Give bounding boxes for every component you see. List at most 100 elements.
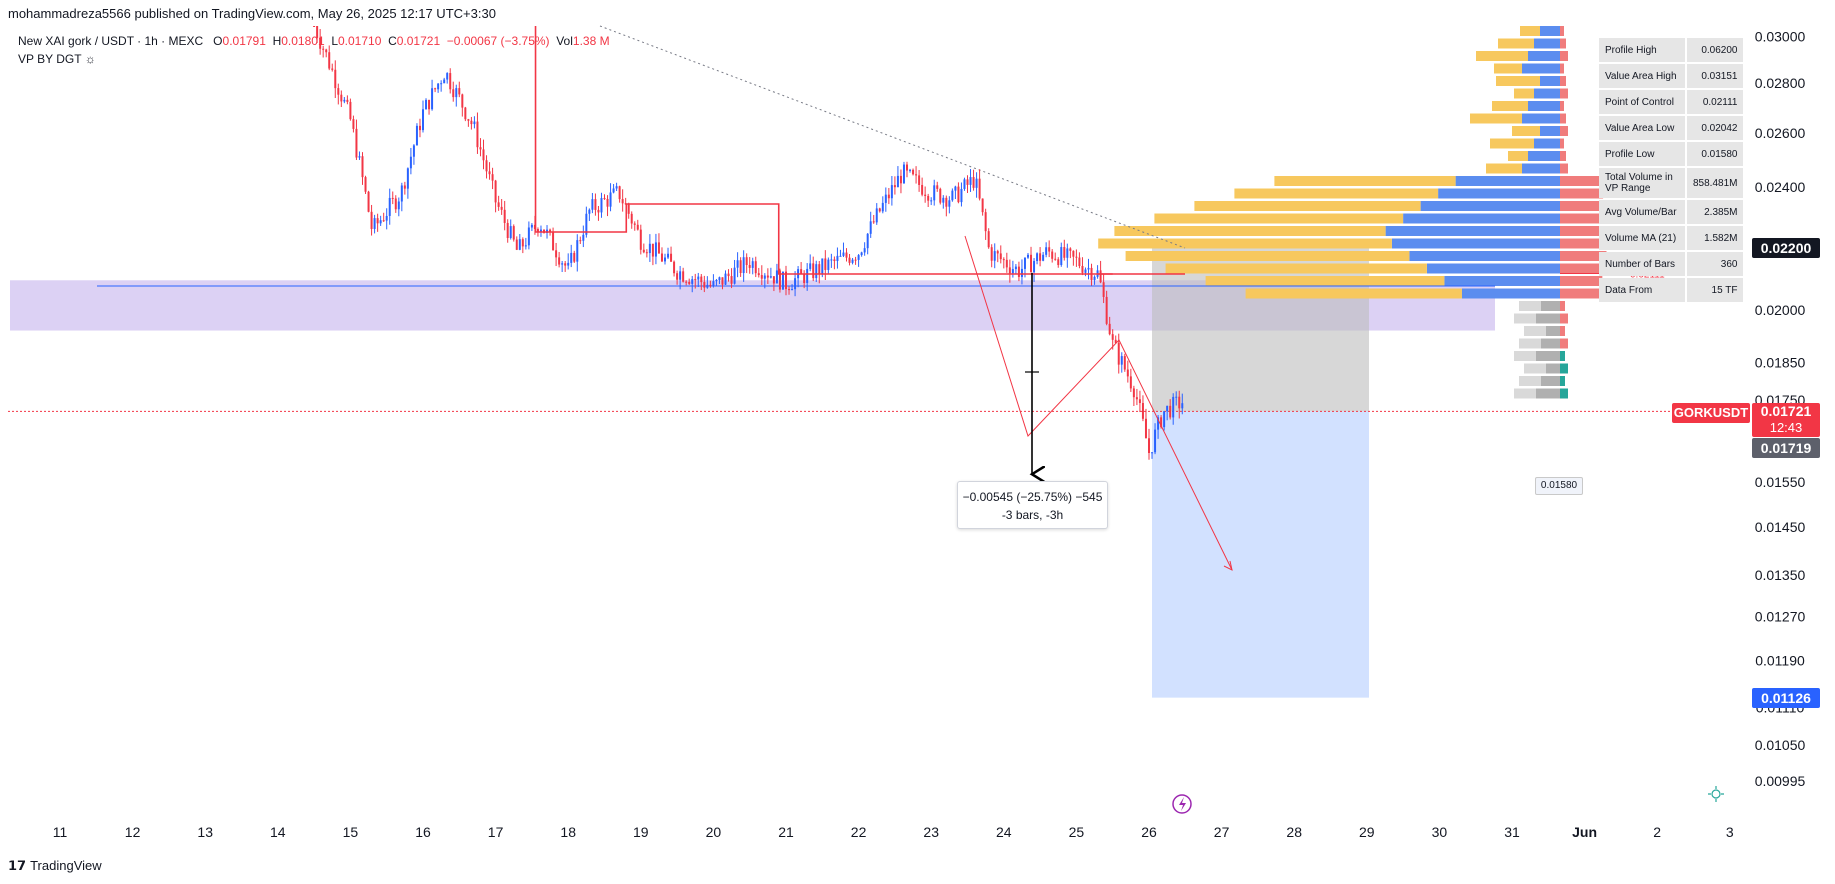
candle-body xyxy=(316,26,319,38)
price-tag-0.02200[interactable]: 0.02200 xyxy=(1752,238,1820,258)
candle-body xyxy=(715,280,718,282)
bar-countdown: 12:43 xyxy=(1769,420,1803,435)
stats-value: 0.01580 xyxy=(1687,142,1744,166)
time-axis[interactable]: 11 12 13 14 15 16 17 18 19 20 21 22 23 24 25 26 27 28 29 30… xyxy=(53,824,1734,840)
stats-label: Profile Low xyxy=(1599,142,1685,166)
vp-value-area-bar xyxy=(1514,88,1534,99)
stats-label: Point of Control xyxy=(1599,90,1685,114)
stats-value: 858.481M xyxy=(1687,168,1744,198)
candle-body xyxy=(1105,296,1108,324)
vp-value-area-bar xyxy=(1470,113,1522,124)
price-tag-prev[interactable]: 0.01719 xyxy=(1752,438,1820,458)
candle-body xyxy=(667,253,670,258)
candle-body xyxy=(591,199,594,210)
time-tick-label: 14 xyxy=(270,824,286,840)
candle-body xyxy=(730,276,733,284)
vp-down-bar xyxy=(1560,176,1601,186)
candle-body xyxy=(872,221,875,223)
candle-body xyxy=(1020,268,1023,277)
candle-body xyxy=(482,149,485,161)
candle-body xyxy=(915,174,918,176)
vp-value-area-bar xyxy=(1512,126,1540,136)
candle-body xyxy=(896,175,899,188)
indicator-legend[interactable]: VP BY DGT ☼ xyxy=(18,52,96,66)
sun-eye-icon[interactable]: ☼ xyxy=(84,52,96,66)
symbol-tag[interactable]: GORKUSDT xyxy=(1672,403,1750,423)
vp-down-bar xyxy=(1560,388,1568,399)
vp-up-bar xyxy=(1540,26,1560,36)
candle-body xyxy=(733,267,736,284)
indicator-title[interactable]: VP BY DGT xyxy=(18,52,82,66)
vp-down-bar xyxy=(1560,151,1566,161)
price-tag-target[interactable]: 0.01126 xyxy=(1752,688,1820,708)
candle-body xyxy=(845,252,848,258)
open-value: 0.01791 xyxy=(222,34,266,48)
replay-icon[interactable] xyxy=(1172,794,1192,814)
vp-down-bar xyxy=(1560,376,1565,386)
symbol-title[interactable]: New XAI gork / USDT · 1h · MEXC xyxy=(18,34,204,48)
candle-body xyxy=(388,197,391,216)
footer-brand[interactable]: 𝟭𝟳 TradingView xyxy=(8,858,102,874)
vp-down-bar xyxy=(1560,313,1568,324)
vp-value-area-bar xyxy=(1205,276,1445,286)
candle-body xyxy=(739,260,742,274)
price-tick-label: 0.03000 xyxy=(1755,28,1806,44)
candle-body xyxy=(685,281,688,283)
candle-body xyxy=(334,69,337,89)
symbol-legend[interactable]: New XAI gork / USDT · 1h · MEXC O0.01791… xyxy=(18,34,610,48)
candle-body xyxy=(857,255,860,260)
candle-body xyxy=(963,179,966,189)
candle-body xyxy=(597,209,600,213)
candle-body xyxy=(1069,248,1072,251)
candle-body xyxy=(576,240,579,262)
candle-body xyxy=(848,257,851,263)
candle-body xyxy=(485,160,488,172)
vp-down-bar xyxy=(1560,101,1564,111)
change-value: −0.00067 (−3.75%) xyxy=(446,34,550,48)
candle-body xyxy=(552,231,555,251)
candle-body xyxy=(636,224,639,230)
candle-body xyxy=(918,175,921,185)
projection-zigzag[interactable] xyxy=(964,235,1233,571)
time-tick-label: 20 xyxy=(706,824,722,840)
vp-up-bar xyxy=(1438,188,1560,199)
stats-label: Data From xyxy=(1599,278,1685,302)
price-range-label[interactable]: −0.00545 (−25.75%) −545 -3 bars, -3h xyxy=(957,481,1108,529)
candle-body xyxy=(1060,247,1063,265)
indicator-icon[interactable] xyxy=(1708,786,1724,802)
candle-body xyxy=(887,194,890,199)
candle-body xyxy=(431,88,434,110)
price-tick-label: 0.02000 xyxy=(1755,302,1806,318)
take-profit-zone[interactable] xyxy=(1152,411,1369,698)
candle-body xyxy=(412,145,415,157)
candle-body xyxy=(1151,452,1154,454)
candle-body xyxy=(1045,247,1048,255)
candle-body xyxy=(358,156,361,158)
price-tick-label: 0.01350 xyxy=(1755,567,1806,583)
candle-body xyxy=(724,273,727,285)
candle-body xyxy=(688,281,691,284)
candle-body xyxy=(682,271,685,282)
stats-row: Point of Control 0.02111 xyxy=(1599,90,1744,114)
candle-body xyxy=(884,194,887,203)
candle-body xyxy=(754,261,757,274)
candle-body xyxy=(464,107,467,120)
price-tick-label: 0.02400 xyxy=(1755,179,1806,195)
candle-body xyxy=(479,147,482,150)
candle-body xyxy=(815,264,818,279)
candle-body xyxy=(394,198,397,210)
vp-up-bar xyxy=(1536,351,1560,361)
price-tick-label: 0.02600 xyxy=(1755,125,1806,141)
time-tick-label: 22 xyxy=(851,824,867,840)
candle-body xyxy=(443,79,446,84)
candle-body xyxy=(1084,269,1087,273)
candle-body xyxy=(476,121,479,148)
drawings[interactable] xyxy=(534,26,1233,571)
vp-down-bar xyxy=(1560,51,1568,61)
red-step-line[interactable] xyxy=(534,26,1113,275)
candle-body xyxy=(866,233,869,249)
last-price-tag[interactable]: 0.01721 12:43 xyxy=(1752,403,1820,437)
candle-body xyxy=(1114,339,1117,343)
price-tick-label: 0.01450 xyxy=(1755,519,1806,535)
